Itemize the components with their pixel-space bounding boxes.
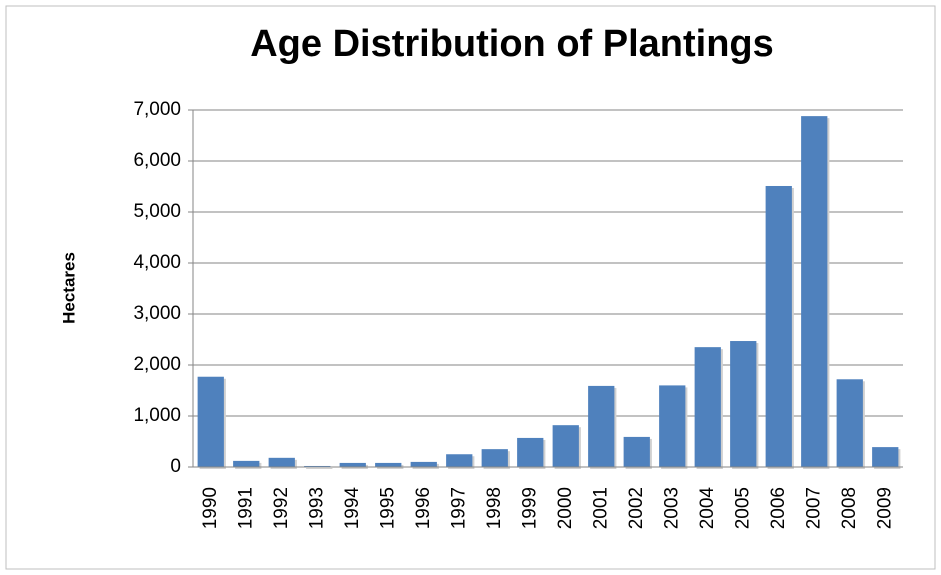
bar	[623, 436, 650, 467]
y-tick-label: 5,000	[133, 201, 181, 222]
x-tick-label: 2001	[590, 487, 611, 529]
bar	[233, 460, 260, 467]
bar	[446, 454, 473, 467]
y-tick-label: 3,000	[133, 303, 181, 324]
x-tick-label: 1993	[306, 487, 327, 529]
x-tick-label: 1999	[519, 487, 540, 529]
bar	[588, 385, 615, 467]
bar	[517, 437, 544, 467]
chart-border	[5, 5, 936, 570]
x-tick-label: 2005	[732, 487, 753, 529]
bar	[339, 462, 366, 467]
x-tick-label: 1992	[271, 487, 292, 529]
chart-title: Age Distribution of Plantings	[250, 23, 774, 65]
x-tick-label: 2002	[626, 487, 647, 529]
y-tick-label: 6,000	[133, 150, 181, 171]
y-tick-label: 0	[170, 456, 181, 477]
bar	[659, 385, 686, 467]
x-tick-label: 1994	[342, 487, 363, 530]
bar	[410, 461, 437, 467]
bar	[268, 457, 295, 467]
x-tick-label: 2007	[803, 487, 824, 529]
x-tick-label: 2000	[555, 487, 576, 529]
bar	[552, 425, 579, 467]
x-tick-label: 1998	[484, 487, 505, 529]
y-axis-label: Hectares	[59, 252, 78, 324]
x-tick-label: 1995	[377, 487, 398, 529]
x-tick-label: 1996	[413, 487, 434, 529]
x-tick-label: 2008	[839, 487, 860, 529]
x-tick-label: 1990	[200, 487, 221, 529]
x-tick-label: 2003	[661, 487, 682, 529]
x-tick-label: 2009	[874, 487, 895, 529]
x-tick-label: 2004	[697, 487, 718, 530]
bar	[801, 116, 828, 468]
x-tick-label: 1991	[235, 487, 256, 529]
y-tick-label: 7,000	[133, 99, 181, 120]
bar	[765, 185, 792, 468]
bar	[375, 462, 402, 467]
bar	[481, 449, 508, 467]
bar	[836, 379, 863, 467]
x-tick-label: 2006	[768, 487, 789, 529]
x-tick-label: 1997	[448, 487, 469, 529]
bar	[197, 376, 224, 467]
bar	[872, 447, 899, 467]
bar	[304, 465, 331, 467]
bar	[730, 341, 757, 467]
bar	[694, 347, 721, 467]
y-tick-label: 1,000	[133, 405, 181, 426]
y-tick-label: 2,000	[133, 354, 181, 375]
y-tick-label: 4,000	[133, 252, 181, 273]
bar-shadow	[306, 467, 333, 469]
